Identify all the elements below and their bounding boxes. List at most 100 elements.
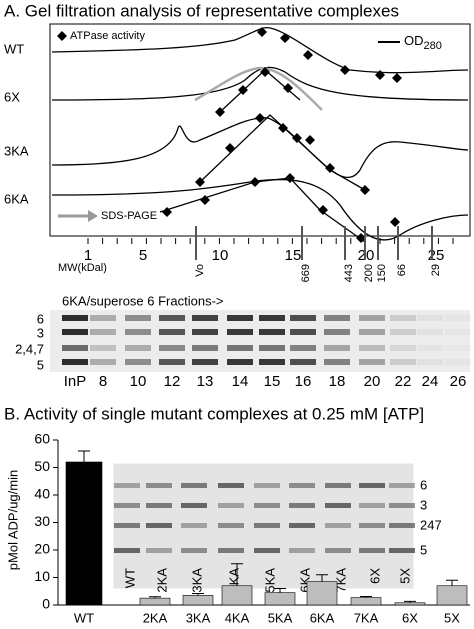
gel-band — [445, 345, 471, 351]
legend-od-label: OD — [404, 33, 424, 48]
marker-label: 29 — [430, 264, 442, 276]
gel-band — [62, 315, 88, 321]
lane-label: 24 — [422, 373, 439, 390]
gel-band — [390, 345, 416, 351]
gel-band — [259, 359, 285, 365]
gel-band — [181, 483, 207, 488]
gel-band — [389, 483, 415, 488]
bar — [221, 585, 253, 606]
gel-band — [290, 329, 316, 335]
gel-band — [359, 359, 385, 365]
marker-label: 150 — [376, 264, 388, 282]
fraction-number: 25 — [428, 247, 445, 264]
bar — [394, 602, 426, 606]
gel-band — [359, 329, 385, 335]
gel-band — [159, 329, 185, 335]
fraction-number: 10 — [212, 247, 229, 264]
gel-band — [159, 345, 185, 351]
gel-band — [114, 503, 140, 508]
sds-arrowhead — [88, 210, 98, 222]
gel-band — [290, 359, 316, 365]
lane-label: 8 — [99, 373, 107, 390]
error-bar — [149, 596, 161, 599]
y-axis-label: pMol ADP/ug/min — [5, 470, 20, 570]
error-bar — [78, 450, 90, 462]
y-tick-label: 10 — [34, 568, 50, 584]
bar — [436, 585, 468, 606]
bar — [264, 592, 296, 606]
gel-a — [50, 310, 471, 372]
gel-band — [159, 359, 185, 365]
error-bar — [192, 592, 204, 596]
gel-band — [390, 329, 416, 335]
gel-band — [359, 315, 385, 321]
row-label: 6KA — [4, 191, 29, 206]
gel-band — [389, 548, 415, 553]
side-label: 6 — [37, 311, 44, 326]
row-label: 6X — [4, 89, 20, 104]
gel-band — [125, 359, 151, 365]
gel-band — [417, 359, 443, 365]
error-bar — [274, 588, 286, 593]
fraction-number: 1 — [84, 247, 92, 264]
gel-band — [218, 523, 244, 528]
y-tick-label: 20 — [34, 541, 50, 557]
gel-band — [324, 345, 350, 351]
gel-band — [218, 503, 244, 508]
gel-band — [325, 483, 351, 488]
x-tick-label: 7KA — [354, 610, 379, 625]
gel-band — [417, 315, 443, 321]
error-bar — [231, 563, 243, 586]
gel-band — [125, 345, 151, 351]
bar — [350, 597, 382, 606]
side-label: 3 — [420, 497, 427, 512]
gel-band — [90, 359, 116, 365]
bar — [65, 461, 103, 606]
gel-band — [62, 345, 88, 351]
error-bar — [446, 579, 458, 586]
gel-band — [254, 523, 280, 528]
gel-band — [62, 329, 88, 335]
gel-band — [227, 329, 253, 335]
gel-band — [445, 315, 471, 321]
y-tick-label: 40 — [34, 486, 50, 502]
side-label: 6 — [420, 477, 427, 492]
gel-band — [359, 523, 385, 528]
gel-band — [359, 503, 385, 508]
marker-label: Vo — [194, 264, 206, 277]
x-tick-label: 2KA — [143, 610, 168, 625]
y-tick-label: 0 — [42, 596, 50, 612]
gel-band — [290, 315, 316, 321]
gel-band — [390, 315, 416, 321]
gel-band — [359, 483, 385, 488]
gel-band — [389, 503, 415, 508]
bar — [139, 597, 171, 606]
gel-band — [289, 503, 315, 508]
gel-band — [192, 359, 218, 365]
mw-label: MW(kDal) — [58, 262, 107, 274]
fraction-number: 15 — [285, 247, 302, 264]
lane-label: 15 — [264, 373, 281, 390]
gel-band — [192, 345, 218, 351]
arrow-trace — [194, 66, 323, 111]
gel-band — [159, 315, 185, 321]
sds-label: SDS-PAGE — [101, 210, 157, 222]
y-tick-label: 60 — [34, 431, 50, 447]
marker-label: 66 — [396, 264, 408, 276]
lane-label: 6X — [367, 568, 382, 584]
side-label: 5 — [37, 357, 44, 372]
lane-label: 22 — [395, 373, 412, 390]
gel-band — [289, 483, 315, 488]
y-tick-label: 50 — [34, 458, 50, 474]
gel-band — [90, 345, 116, 351]
gel-band — [227, 359, 253, 365]
gel-band — [389, 523, 415, 528]
bar — [306, 581, 338, 606]
panel-a-frame — [49, 23, 471, 237]
lane-label: 12 — [164, 373, 181, 390]
x-tick-label: 5X — [444, 610, 460, 625]
y-tick-label: 30 — [34, 513, 50, 529]
gel-band — [114, 548, 140, 553]
gel-band — [324, 359, 350, 365]
